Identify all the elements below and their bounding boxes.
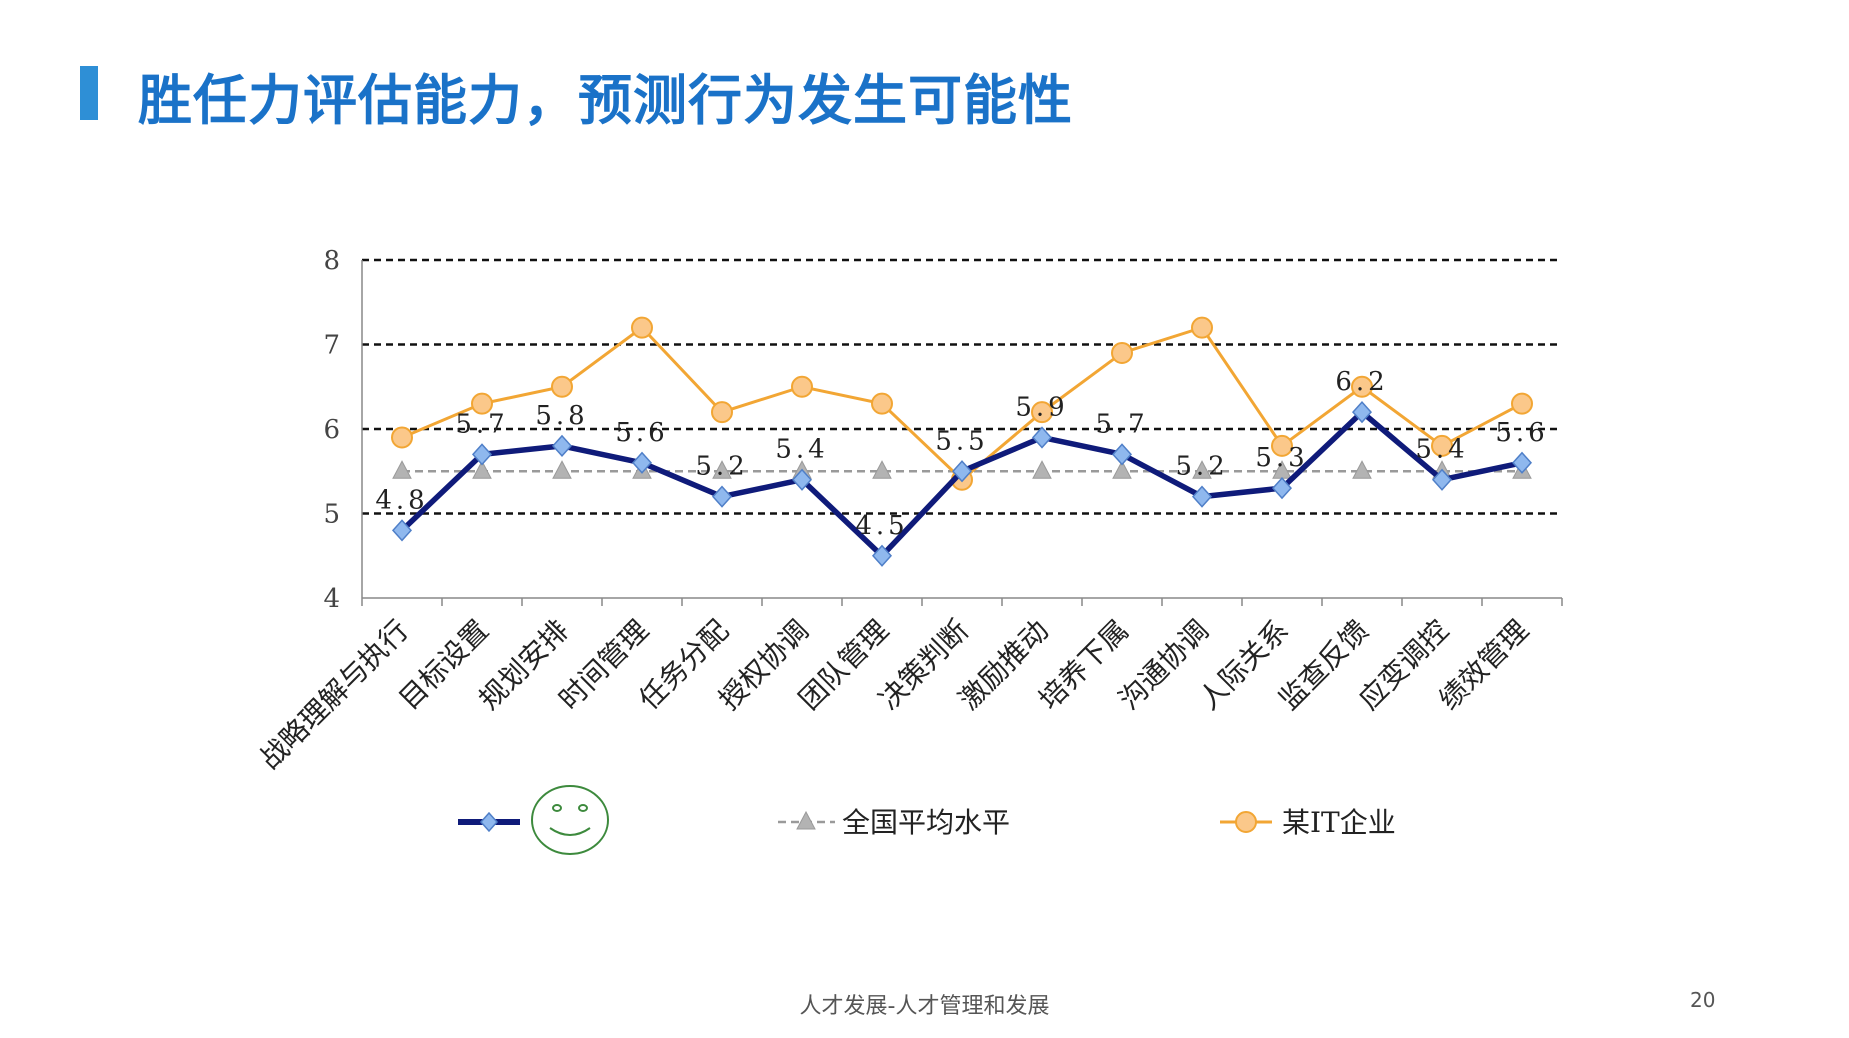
smiley-face-icon-eye [552, 804, 562, 812]
y-tick-label: 5 [323, 500, 340, 530]
data-point-main [791, 468, 813, 491]
data-point-avg [1352, 460, 1372, 479]
data-point-it [631, 316, 653, 339]
data-label-main: 5.4 [775, 435, 828, 465]
slide-title: 胜任力评估能力，预测行为发生可能性 [138, 69, 1073, 132]
legend-label-avg: 全国平均水平 [842, 806, 1010, 839]
data-point-main [471, 443, 493, 466]
data-point-main [1431, 468, 1453, 491]
data-point-it [1351, 375, 1373, 398]
data-point-it [871, 392, 893, 415]
data-point-avg [1192, 460, 1212, 479]
data-point-main [551, 434, 573, 458]
data-point-main [1031, 426, 1053, 449]
data-label-main: 5.7 [1095, 409, 1148, 439]
data-point-main [1351, 400, 1373, 424]
data-label-main: 5.3 [1255, 443, 1308, 473]
data-label-main: 5.9 [1015, 392, 1068, 422]
data-label-main: 5.4 [1415, 435, 1468, 465]
data-label-main: 5.8 [535, 401, 588, 431]
page-number: 20 [1690, 988, 1716, 1012]
smiley-face-icon-mouth [549, 827, 591, 836]
data-label-main: 5.2 [1175, 452, 1228, 482]
legend-marker-it [1235, 811, 1257, 833]
smiley-face-icon-eye [578, 804, 588, 812]
data-label-main: 4.5 [855, 511, 908, 541]
data-label-main: 4.8 [375, 485, 428, 515]
data-point-avg [872, 460, 892, 479]
data-point-it [551, 375, 573, 398]
data-point-it [1431, 434, 1453, 457]
data-point-main [631, 451, 653, 474]
data-point-it [1271, 434, 1293, 457]
x-tick-label: 绩效管理 [1432, 614, 1535, 717]
data-point-it [1031, 401, 1053, 424]
data-label-main: 6.2 [1335, 367, 1388, 397]
legend-marker-avg [796, 810, 816, 830]
slide-footer: 人才发展-人才管理和发展 [799, 994, 1050, 1019]
data-point-it [471, 392, 493, 415]
data-point-main [1511, 451, 1533, 474]
data-label-main: 5.5 [935, 426, 988, 456]
data-point-avg [1032, 460, 1052, 479]
data-point-avg [1112, 460, 1132, 479]
data-point-main [711, 485, 733, 508]
y-tick-label: 7 [323, 331, 340, 361]
legend-marker-main [479, 811, 499, 833]
data-point-main [1191, 485, 1213, 508]
data-point-avg [552, 460, 572, 479]
title-accent-bar [80, 66, 98, 120]
data-point-it [1511, 392, 1533, 415]
data-point-it [711, 401, 733, 424]
y-tick-label: 4 [323, 584, 340, 614]
legend-label-it: 某IT企业 [1282, 806, 1396, 839]
data-point-it [1111, 341, 1133, 364]
data-point-main [951, 460, 973, 483]
y-tick-label: 6 [323, 415, 340, 445]
data-point-it [391, 426, 413, 449]
data-point-main [1271, 477, 1293, 500]
data-point-avg [392, 460, 412, 479]
data-label-main: 5.6 [1495, 418, 1548, 448]
data-point-main [391, 519, 413, 542]
line-chart: 45678战略理解与执行目标设置规划安排时间管理任务分配授权协调团队管理决策判断… [253, 246, 1563, 855]
data-point-it [1191, 316, 1213, 339]
y-tick-label: 8 [323, 246, 340, 276]
data-point-avg [472, 460, 492, 479]
x-tick-label: 战略理解与执行 [253, 614, 415, 776]
data-point-main [1111, 443, 1133, 466]
data-point-it [791, 375, 813, 398]
data-point-main [871, 544, 893, 567]
data-label-main: 5.7 [455, 409, 508, 439]
data-point-avg [712, 460, 732, 479]
smiley-face-icon [531, 785, 609, 855]
data-label-main: 5.2 [695, 452, 748, 482]
data-label-main: 5.6 [615, 418, 668, 448]
